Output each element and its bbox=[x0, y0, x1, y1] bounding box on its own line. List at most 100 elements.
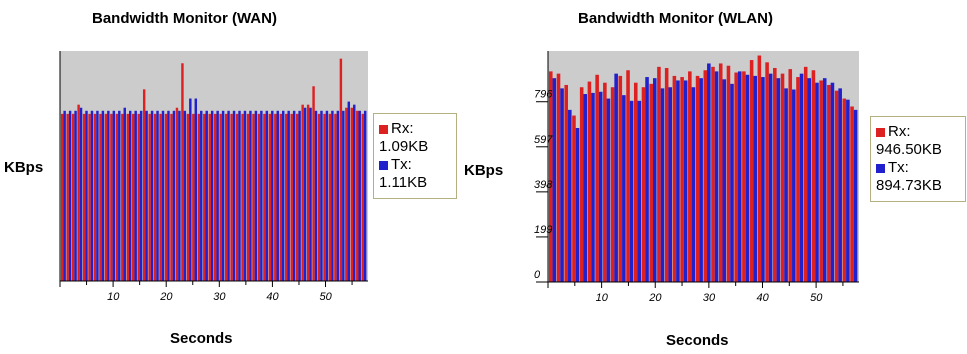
wan-rx-bar bbox=[192, 113, 195, 281]
rx-swatch-icon bbox=[876, 127, 885, 137]
wan-tx-bar bbox=[161, 110, 165, 281]
wlan-rx-bar bbox=[819, 80, 823, 282]
wan-rx-bar bbox=[170, 113, 173, 281]
wan-tx-bar bbox=[156, 110, 159, 281]
wan-rx-bar bbox=[71, 113, 75, 281]
wan-tx-bar bbox=[325, 110, 329, 281]
wan-legend-tx: Tx: bbox=[379, 156, 450, 174]
wan-rx-bar bbox=[115, 113, 119, 281]
wlan-rx-bar bbox=[641, 87, 646, 282]
wan-tx-bar bbox=[74, 110, 77, 281]
wan-tx-bar bbox=[178, 110, 181, 281]
wlan-rx-bar bbox=[688, 71, 692, 282]
wan-tx-bar bbox=[216, 110, 219, 281]
wan-tx-bar bbox=[129, 110, 132, 281]
wan-rx-bar bbox=[219, 113, 222, 281]
wlan-rx-bar bbox=[695, 75, 700, 282]
wlan-rx-bar bbox=[788, 69, 793, 282]
wan-tx-bar bbox=[303, 107, 307, 281]
wlan-x-tick-label: 10 bbox=[596, 292, 609, 304]
wlan-tx-bar bbox=[683, 80, 688, 282]
wan-legend-tx-label: Tx: bbox=[391, 156, 412, 173]
wlan-tx-bar bbox=[660, 88, 665, 282]
wlan-tx-bar bbox=[730, 83, 734, 283]
wlan-tx-bar bbox=[822, 78, 827, 282]
wlan-tx-bar bbox=[591, 92, 595, 282]
wan-rx-bar bbox=[317, 113, 321, 281]
wlan-tx-bar bbox=[807, 78, 812, 282]
wan-tx-bar bbox=[194, 98, 198, 282]
wlan-tx-bar bbox=[838, 88, 842, 282]
wlan-rx-bar bbox=[618, 75, 623, 282]
wan-tx-bar bbox=[221, 110, 225, 281]
wan-rx-bar bbox=[110, 113, 113, 281]
wlan-rx-bar bbox=[773, 67, 777, 282]
wan-tx-bar bbox=[107, 110, 110, 281]
wlan-tx-bar bbox=[622, 95, 626, 282]
wan-tx-bar bbox=[292, 110, 296, 281]
wlan-rx-bar bbox=[626, 70, 630, 282]
wan-rx-bar bbox=[235, 113, 239, 281]
wlan-y-axis-label: KBps bbox=[464, 162, 504, 179]
wan-rx-bar bbox=[361, 113, 364, 281]
tx-swatch-icon bbox=[379, 160, 388, 170]
wan-rx-bar bbox=[268, 113, 272, 281]
wlan-tx-bar bbox=[776, 78, 781, 282]
wlan-rx-bar bbox=[827, 84, 831, 283]
wan-tx-bar bbox=[282, 110, 285, 281]
wan-tx-bar bbox=[298, 110, 301, 281]
wan-tx-bar bbox=[347, 101, 351, 281]
wan-rx-bar bbox=[306, 104, 310, 282]
wan-rx-bar bbox=[241, 113, 244, 281]
wlan-rx-bar bbox=[734, 72, 738, 282]
wlan-tx-bar bbox=[699, 78, 703, 282]
wlan-tx-bar bbox=[753, 75, 757, 282]
wan-tx-bar bbox=[358, 110, 361, 281]
wan-tx-bar bbox=[353, 104, 356, 282]
wlan-tx-bar bbox=[846, 99, 850, 282]
wan-rx-bar bbox=[312, 86, 315, 282]
wlan-tx-bar bbox=[552, 78, 557, 282]
wlan-legend-tx-label: Tx: bbox=[888, 159, 909, 176]
wlan-y-tick-label: 398 bbox=[534, 179, 553, 191]
wan-rx-bar bbox=[356, 110, 359, 281]
wan-legend-rx: Rx: bbox=[379, 120, 450, 138]
wlan-rx-bar bbox=[811, 70, 816, 282]
wan-rx-bar bbox=[285, 113, 288, 281]
wlan-tx-bar bbox=[792, 89, 796, 282]
wan-rx-bar bbox=[99, 113, 102, 281]
wlan-rx-bar bbox=[649, 83, 653, 283]
wan-rx-bar bbox=[203, 113, 206, 281]
wan-rx-bar bbox=[126, 113, 130, 281]
wlan-rx-bar bbox=[579, 87, 584, 282]
wlan-tx-bar bbox=[745, 74, 750, 282]
wlan-legend-rx-label: Rx: bbox=[888, 123, 911, 140]
wan-tx-bar bbox=[101, 110, 105, 281]
wan-rx-bar bbox=[214, 113, 217, 281]
wan-tx-bar bbox=[249, 110, 252, 281]
wlan-tx-bar bbox=[784, 88, 788, 282]
wlan-tx-bar bbox=[637, 100, 642, 282]
wlan-tx-bar bbox=[652, 78, 657, 282]
wlan-tx-bar bbox=[714, 71, 719, 282]
wan-rx-bar bbox=[66, 113, 69, 281]
wlan-rx-bar bbox=[657, 66, 661, 283]
wlan-rx-bar bbox=[564, 84, 569, 283]
wan-tx-bar bbox=[243, 110, 247, 281]
wlan-rx-bar bbox=[726, 65, 731, 283]
wan-rx-bar bbox=[88, 113, 91, 281]
wan-rx-bar bbox=[148, 113, 151, 281]
wan-tx-bar bbox=[287, 110, 290, 281]
wlan-rx-bar bbox=[765, 62, 769, 282]
wan-tx-bar bbox=[200, 110, 203, 281]
wlan-tx-bar bbox=[768, 73, 773, 282]
wlan-y-tick-label: 199 bbox=[534, 224, 552, 236]
wan-x-tick-label: 50 bbox=[320, 291, 333, 303]
wlan-legend: Rx: 946.50KB Tx: 894.73KB bbox=[870, 116, 966, 202]
wlan-rx-bar bbox=[587, 81, 592, 282]
wan-tx-bar bbox=[145, 110, 148, 281]
wan-tx-bar bbox=[342, 110, 345, 281]
wan-bar-chart: 10 20 30 40 50 bbox=[59, 51, 368, 303]
wan-rx-bar bbox=[274, 113, 277, 281]
wlan-y-tick-label: 796 bbox=[534, 89, 553, 101]
